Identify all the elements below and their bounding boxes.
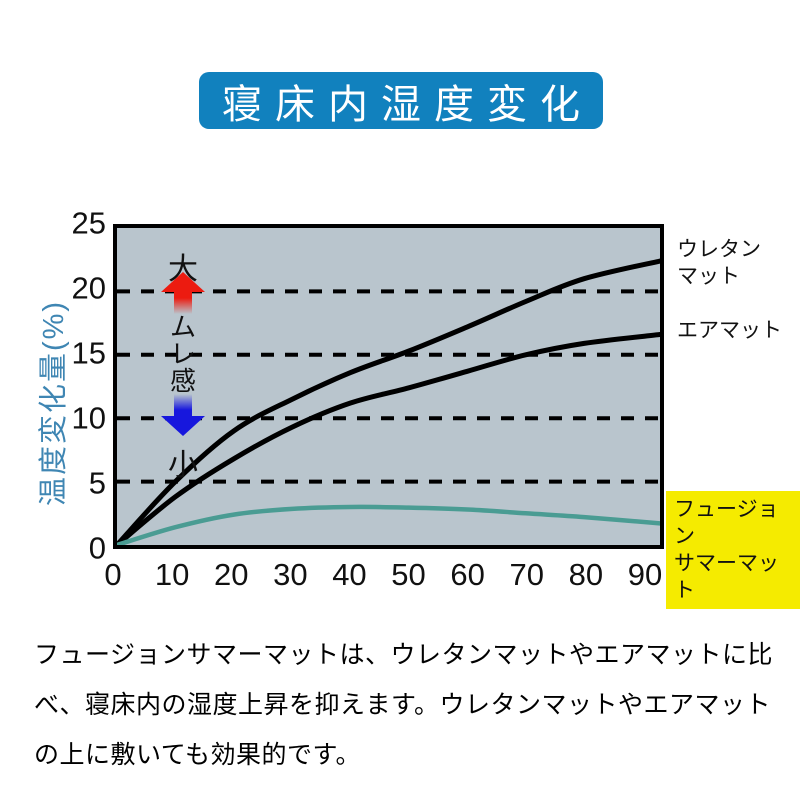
up-arrow-icon [161,272,205,314]
series-line-フュージョンサマーマット [117,504,660,545]
x-tick-label: 10 [154,557,190,592]
line-chart [117,258,660,545]
x-tick-label: 40 [332,557,367,592]
label-fusion-summer-mat: フュージョン サマーマット [666,491,800,609]
plot-area: 大 ム レ 感 小 [113,224,664,549]
annotation-small: 小 [168,449,198,482]
y-tick-label: 25 [71,205,106,241]
y-tick-label: 15 [71,335,106,371]
x-tick-label: 20 [213,557,249,592]
label-urethane-mat: ウレタン マット [677,238,761,288]
y-tick-label: 20 [71,270,106,306]
y-tick-label: 5 [88,465,106,501]
title-banner: 寝床内湿度変化 [199,72,603,129]
label-air-mat: エアマット [677,319,782,342]
x-tick-label: 50 [391,557,426,592]
page-title: 寝床内湿度変化 [222,82,593,127]
x-tick-label: 90 [627,557,663,592]
x-tick-label: 0 [104,557,122,592]
x-tick-label: 60 [450,557,485,592]
y-tick-label: 0 [88,530,106,566]
x-tick-labels: 0 10 20 30 40 50 60 70 80 90 [0,557,800,597]
series-line-ウレタンマット [117,258,660,545]
annotation-mure: ム レ 感 [169,312,196,396]
y-tick-labels: 25 20 15 10 5 0 [0,0,106,800]
series-line-エアマット [117,332,660,545]
x-tick-label: 30 [273,557,308,592]
description-text: フュージョンサマーマットは、ウレタンマットやエアマットに比 べ、寝床内の湿度上昇… [34,641,774,769]
x-tick-label: 80 [568,557,604,592]
x-tick-label: 70 [509,557,545,592]
down-arrow-icon [161,394,205,436]
y-tick-label: 10 [71,400,106,436]
